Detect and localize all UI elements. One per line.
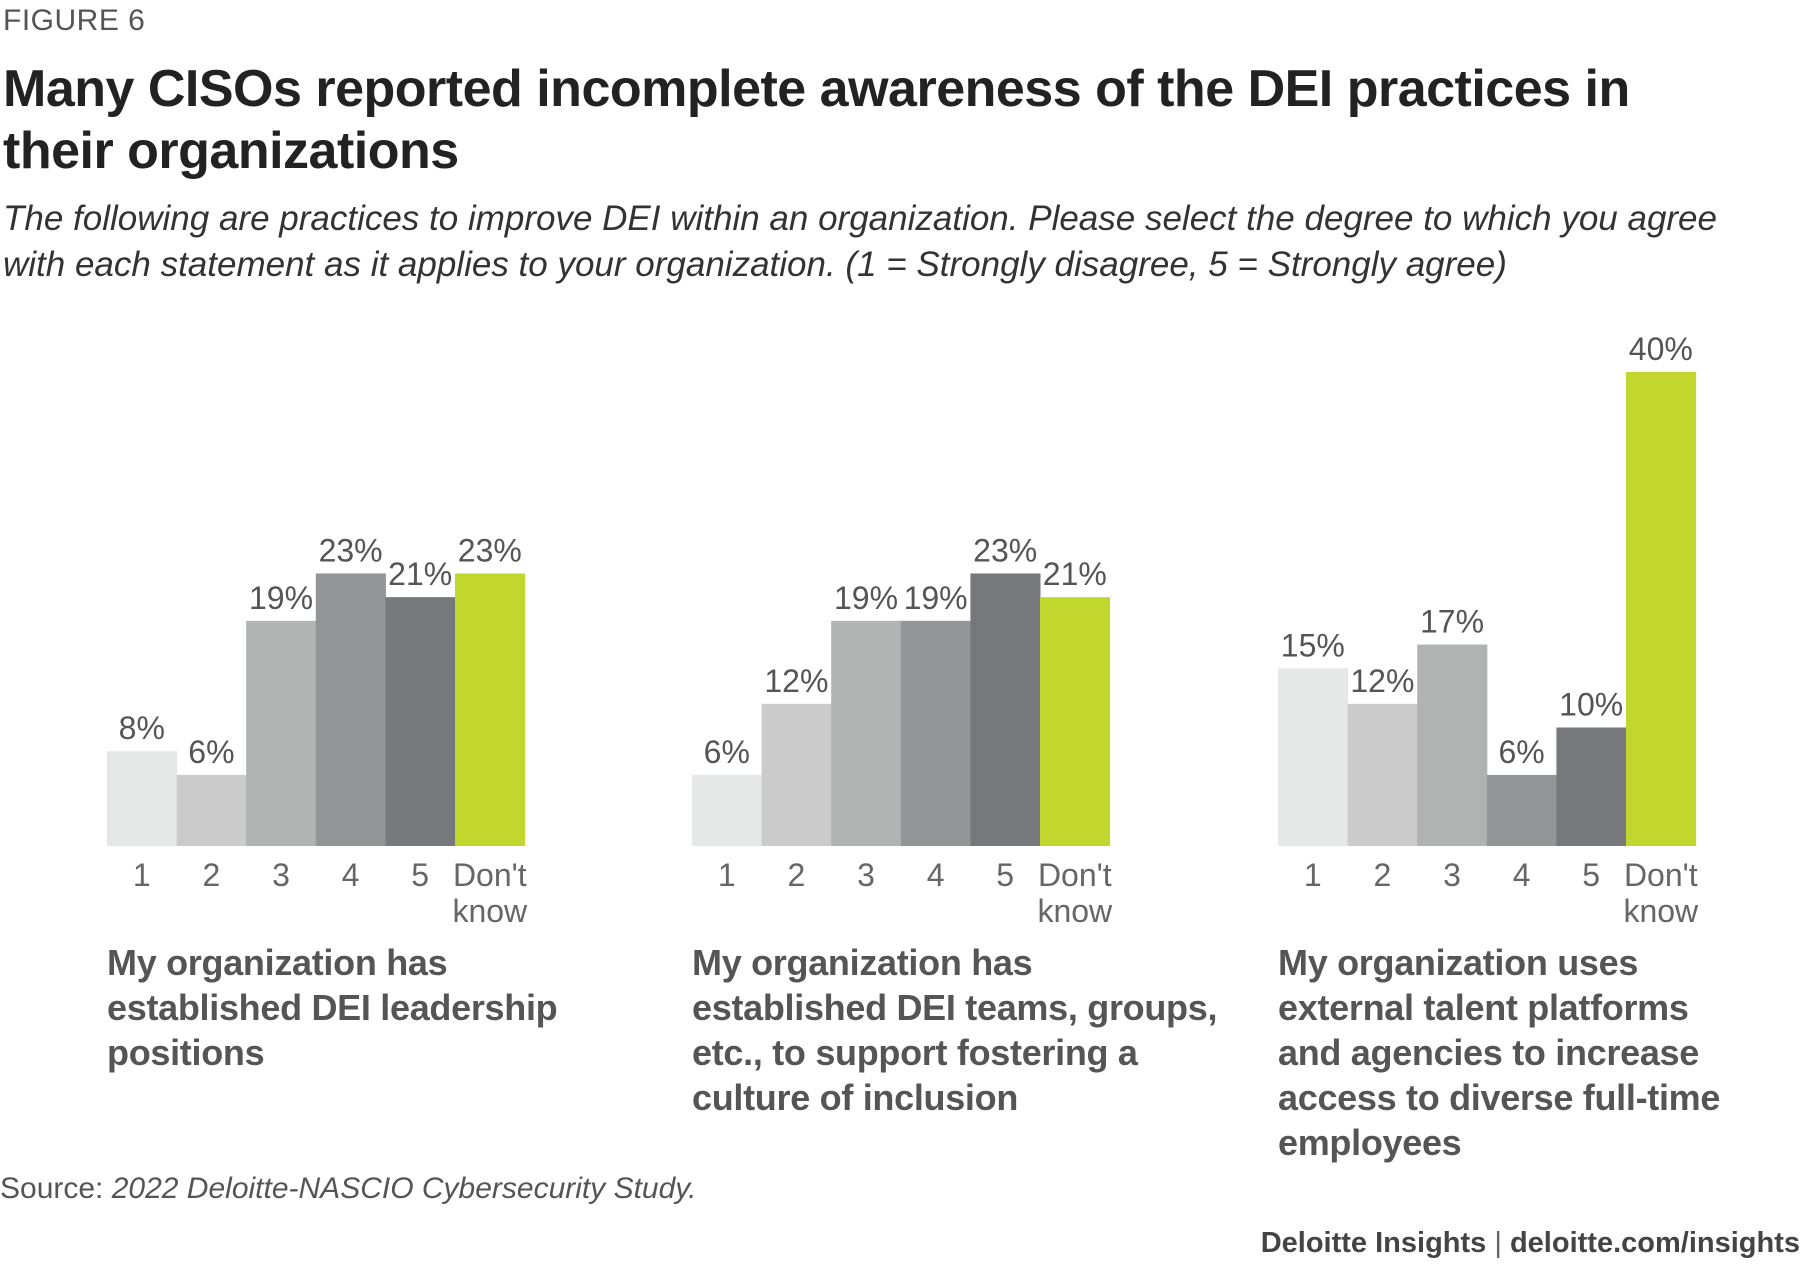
- value-label-2-4: 19%: [904, 580, 968, 616]
- bar-3-5: [1556, 727, 1627, 846]
- category-label-1-6: Don't know: [452, 857, 528, 929]
- source-text: 2022 Deloitte-NASCIO Cybersecurity Study…: [111, 1172, 697, 1205]
- category-label-2-4: 4: [927, 857, 945, 893]
- category-label-1-5: 5: [411, 857, 429, 893]
- bar-3-6: [1626, 372, 1697, 846]
- category-label-3-1: 1: [1304, 857, 1322, 893]
- bar-3-1: [1278, 668, 1349, 846]
- bar-1-6: [455, 573, 526, 846]
- bar-2-6: [1040, 597, 1111, 846]
- value-label-2-3: 19%: [834, 580, 898, 616]
- value-label-2-5: 23%: [973, 532, 1037, 568]
- value-label-3-6: 40%: [1629, 331, 1693, 367]
- value-label-2-2: 12%: [764, 663, 828, 699]
- value-label-1-3: 19%: [249, 580, 313, 616]
- category-label-3-4: 4: [1513, 857, 1531, 893]
- value-label-1-1: 8%: [119, 710, 165, 746]
- bar-2-5: [970, 573, 1041, 846]
- footer-url: deloitte.com/insights: [1509, 1227, 1800, 1259]
- value-label-3-3: 17%: [1420, 604, 1484, 640]
- bar-3-3: [1417, 644, 1488, 846]
- bar-2-3: [831, 620, 902, 846]
- value-label-1-6: 23%: [458, 532, 522, 568]
- category-label-3-6: Don't know: [1623, 857, 1699, 929]
- category-label-2-5: 5: [996, 857, 1014, 893]
- footer-brand: Deloitte Insights: [1260, 1227, 1487, 1259]
- bar-2-1: [692, 774, 763, 846]
- bar-2-4: [900, 620, 971, 846]
- footer-separator: |: [1494, 1227, 1502, 1259]
- value-label-1-4: 23%: [319, 532, 383, 568]
- source-label: Source:: [0, 1172, 104, 1205]
- bar-3-4: [1486, 774, 1557, 846]
- footer-credit: Deloitte Insights | deloitte.com/insight…: [1261, 1227, 1800, 1260]
- bar-2-2: [761, 703, 832, 846]
- category-label-1-4: 4: [342, 857, 360, 893]
- bar-1-3: [246, 620, 317, 846]
- bar-3-2: [1347, 703, 1418, 846]
- value-label-3-4: 6%: [1498, 734, 1544, 770]
- category-label-2-1: 1: [718, 857, 736, 893]
- value-label-2-6: 21%: [1043, 556, 1107, 592]
- category-label-1-1: 1: [133, 857, 151, 893]
- chart-caption-3: My organization uses external talent pla…: [1278, 942, 1721, 1163]
- value-label-1-2: 6%: [188, 734, 234, 770]
- chart-caption-1: My organization has established DEI lead…: [107, 942, 558, 1073]
- chart-caption-2: My organization has established DEI team…: [692, 942, 1218, 1118]
- category-label-3-5: 5: [1582, 857, 1600, 893]
- category-label-2-6: Don't know: [1037, 857, 1113, 929]
- bar-1-5: [385, 597, 456, 846]
- category-label-2-3: 3: [857, 857, 875, 893]
- category-label-2-2: 2: [788, 857, 806, 893]
- chart-title: Many CISOs reported incomplete awareness…: [3, 60, 1630, 180]
- category-label-1-3: 3: [272, 857, 290, 893]
- category-label-3-2: 2: [1374, 857, 1392, 893]
- category-label-1-2: 2: [203, 857, 221, 893]
- bar-1-4: [315, 573, 386, 846]
- bar-1-2: [176, 774, 247, 846]
- category-label-3-3: 3: [1443, 857, 1461, 893]
- bar-1-1: [107, 751, 178, 846]
- value-label-3-5: 10%: [1559, 687, 1623, 723]
- value-label-1-5: 21%: [388, 556, 452, 592]
- source-note: Source: 2022 Deloitte-NASCIO Cybersecuri…: [0, 1172, 696, 1206]
- figure-label: FIGURE 6: [3, 4, 146, 37]
- value-label-3-2: 12%: [1350, 663, 1414, 699]
- value-label-3-1: 15%: [1281, 627, 1345, 663]
- value-label-2-1: 6%: [704, 734, 750, 770]
- chart-subtitle: The following are practices to improve D…: [3, 199, 1717, 284]
